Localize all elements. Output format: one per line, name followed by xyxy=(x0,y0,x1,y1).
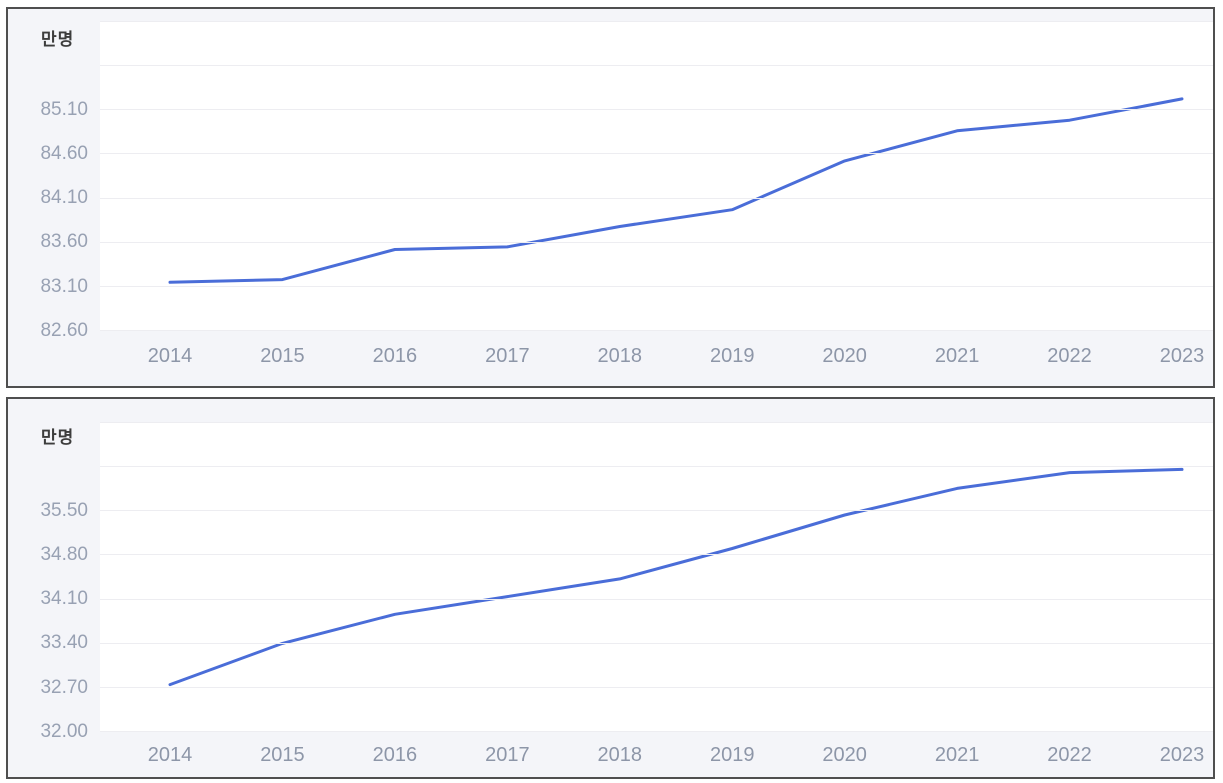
gridline xyxy=(100,153,1213,155)
x-axis-tick-label: 2020 xyxy=(822,345,867,367)
gridline xyxy=(100,241,1213,243)
y-axis-tick-label: 33.40 xyxy=(40,632,88,654)
y-axis-tick-label: 82.60 xyxy=(40,320,88,341)
gridline xyxy=(100,687,1213,689)
gridline xyxy=(100,197,1213,199)
gridline xyxy=(100,109,1213,111)
plot-area xyxy=(100,21,1213,331)
y-axis-tick-label: 32.00 xyxy=(40,721,88,742)
gridline xyxy=(100,422,1213,423)
line-series xyxy=(168,97,1184,284)
y-axis-tick-label: 83.10 xyxy=(40,275,88,297)
x-axis-tick-label: 2021 xyxy=(934,345,980,367)
y-axis-unit-label: 만명 xyxy=(41,428,75,447)
x-axis: 2014 2015 2016 2017 2018 2019 2020 2021 2022 2023 xyxy=(100,343,1213,369)
x-axis-tick-label: 2022 xyxy=(1047,345,1092,367)
x-axis: 2014 2015 2016 2017 2018 2019 2020 2021 2022 2023 xyxy=(100,742,1213,768)
y-axis-tick-label: 34.80 xyxy=(40,543,88,565)
x-axis-tick-label: 2017 xyxy=(485,345,530,367)
x-axis-tick-label: 2014 xyxy=(147,345,193,367)
y-axis-tick-label: 84.60 xyxy=(40,142,88,164)
y-axis-unit-label: 만명 xyxy=(41,30,75,49)
gridline xyxy=(100,731,1213,732)
y-axis-tick-label: 85.10 xyxy=(40,98,88,120)
x-axis-tick-label: 2023 xyxy=(1159,744,1205,766)
x-axis-tick-label: 2015 xyxy=(260,744,305,766)
x-axis-tick-label: 2018 xyxy=(597,345,643,367)
chart-card-bottom: 만명 35.50 34.80 34.10 33.40 32.70 32.00 2014 20… xyxy=(6,397,1215,779)
x-axis-tick-label: 2022 xyxy=(1047,744,1092,766)
y-axis-tick-label: 84.10 xyxy=(40,187,88,209)
x-axis-tick-label: 2023 xyxy=(1159,345,1205,367)
y-axis: 85.10 84.60 84.10 83.60 83.10 82.60 xyxy=(8,21,88,341)
x-axis-tick-label: 2014 xyxy=(147,744,193,766)
x-axis-tick-label: 2017 xyxy=(485,744,530,766)
x-axis-tick-label: 2018 xyxy=(597,744,643,766)
gridline xyxy=(100,330,1213,331)
chart-card-top: 만명 85.10 84.60 84.10 83.60 83.10 82.60 2014 20… xyxy=(6,7,1215,388)
gridline xyxy=(100,465,1213,467)
y-axis-tick-label: 35.50 xyxy=(40,499,88,521)
x-axis-tick-label: 2015 xyxy=(260,345,305,367)
x-axis-tick-label: 2019 xyxy=(709,345,755,367)
gridline xyxy=(100,21,1213,22)
gridline xyxy=(100,598,1213,600)
y-axis-tick-label: 32.70 xyxy=(40,676,88,698)
x-axis-tick-label: 2016 xyxy=(372,744,418,766)
gridline xyxy=(100,554,1213,556)
y-axis-tick-label: 34.10 xyxy=(40,588,88,610)
line-series xyxy=(168,467,1184,687)
gridline xyxy=(100,64,1213,66)
data-line xyxy=(168,467,1184,687)
x-axis-tick-label: 2020 xyxy=(822,744,867,766)
gridline xyxy=(100,286,1213,288)
gridline xyxy=(100,510,1213,512)
gridline xyxy=(100,642,1213,644)
y-axis-tick-label: 83.60 xyxy=(40,231,88,253)
x-axis-tick-label: 2019 xyxy=(709,744,755,766)
x-axis-tick-label: 2021 xyxy=(934,744,980,766)
plot-area xyxy=(100,422,1213,732)
x-axis-tick-label: 2016 xyxy=(372,345,418,367)
y-axis: 35.50 34.80 34.10 33.40 32.70 32.00 xyxy=(8,422,88,742)
data-line xyxy=(168,97,1184,284)
